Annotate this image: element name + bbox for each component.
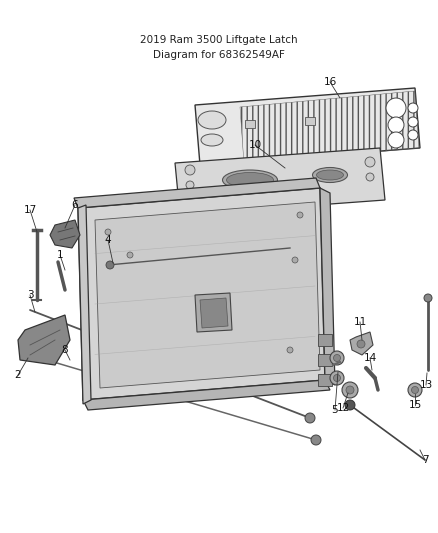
Circle shape (357, 340, 365, 348)
Circle shape (127, 252, 133, 258)
Circle shape (342, 382, 358, 398)
Circle shape (386, 98, 406, 118)
Polygon shape (200, 298, 228, 328)
Polygon shape (195, 88, 420, 165)
Circle shape (305, 413, 315, 423)
Circle shape (333, 375, 340, 382)
Text: 2019 Ram 3500 Liftgate Latch: 2019 Ram 3500 Liftgate Latch (140, 35, 298, 45)
Circle shape (311, 435, 321, 445)
Polygon shape (320, 188, 335, 385)
Bar (305, 117, 315, 125)
Circle shape (388, 117, 404, 133)
Circle shape (186, 181, 194, 189)
Text: 16: 16 (323, 77, 337, 87)
Circle shape (424, 294, 432, 302)
Circle shape (366, 173, 374, 181)
Text: 6: 6 (72, 200, 78, 210)
Polygon shape (78, 188, 325, 400)
Circle shape (408, 130, 418, 140)
Circle shape (105, 229, 111, 235)
Circle shape (408, 117, 418, 127)
Text: 14: 14 (364, 353, 377, 363)
Polygon shape (78, 205, 91, 404)
Circle shape (346, 386, 354, 394)
Ellipse shape (317, 170, 343, 180)
Circle shape (292, 257, 298, 263)
Circle shape (106, 261, 114, 269)
Text: 10: 10 (248, 140, 261, 150)
Text: 2: 2 (15, 370, 21, 380)
Polygon shape (350, 332, 373, 355)
Ellipse shape (201, 134, 223, 146)
Circle shape (330, 371, 344, 385)
Text: 17: 17 (23, 205, 37, 215)
Polygon shape (95, 202, 320, 388)
Circle shape (297, 212, 303, 218)
Polygon shape (50, 220, 80, 248)
Polygon shape (18, 315, 70, 365)
Text: 1: 1 (57, 250, 64, 260)
Text: 12: 12 (336, 403, 350, 413)
Bar (318, 334, 332, 346)
Text: Diagram for 68362549AF: Diagram for 68362549AF (153, 50, 285, 60)
Circle shape (185, 165, 195, 175)
Polygon shape (195, 293, 232, 332)
Text: 11: 11 (353, 317, 367, 327)
Ellipse shape (198, 111, 226, 129)
Text: 5: 5 (332, 405, 338, 415)
Circle shape (388, 132, 404, 148)
Circle shape (330, 351, 344, 365)
Polygon shape (83, 380, 330, 410)
Circle shape (408, 103, 418, 113)
Bar (245, 120, 255, 128)
Text: 3: 3 (27, 290, 33, 300)
Circle shape (408, 383, 422, 397)
Circle shape (365, 157, 375, 167)
Ellipse shape (312, 167, 347, 182)
Ellipse shape (223, 170, 278, 190)
Ellipse shape (226, 173, 273, 188)
Text: 13: 13 (419, 380, 433, 390)
Circle shape (333, 354, 340, 361)
Text: 7: 7 (422, 455, 428, 465)
Circle shape (345, 400, 355, 410)
Polygon shape (175, 148, 385, 215)
Text: 4: 4 (105, 235, 111, 245)
Text: 8: 8 (62, 345, 68, 355)
Circle shape (287, 347, 293, 353)
Bar (318, 374, 332, 386)
Text: 15: 15 (408, 400, 422, 410)
Polygon shape (74, 178, 320, 208)
Circle shape (411, 386, 418, 393)
Bar (318, 354, 332, 366)
